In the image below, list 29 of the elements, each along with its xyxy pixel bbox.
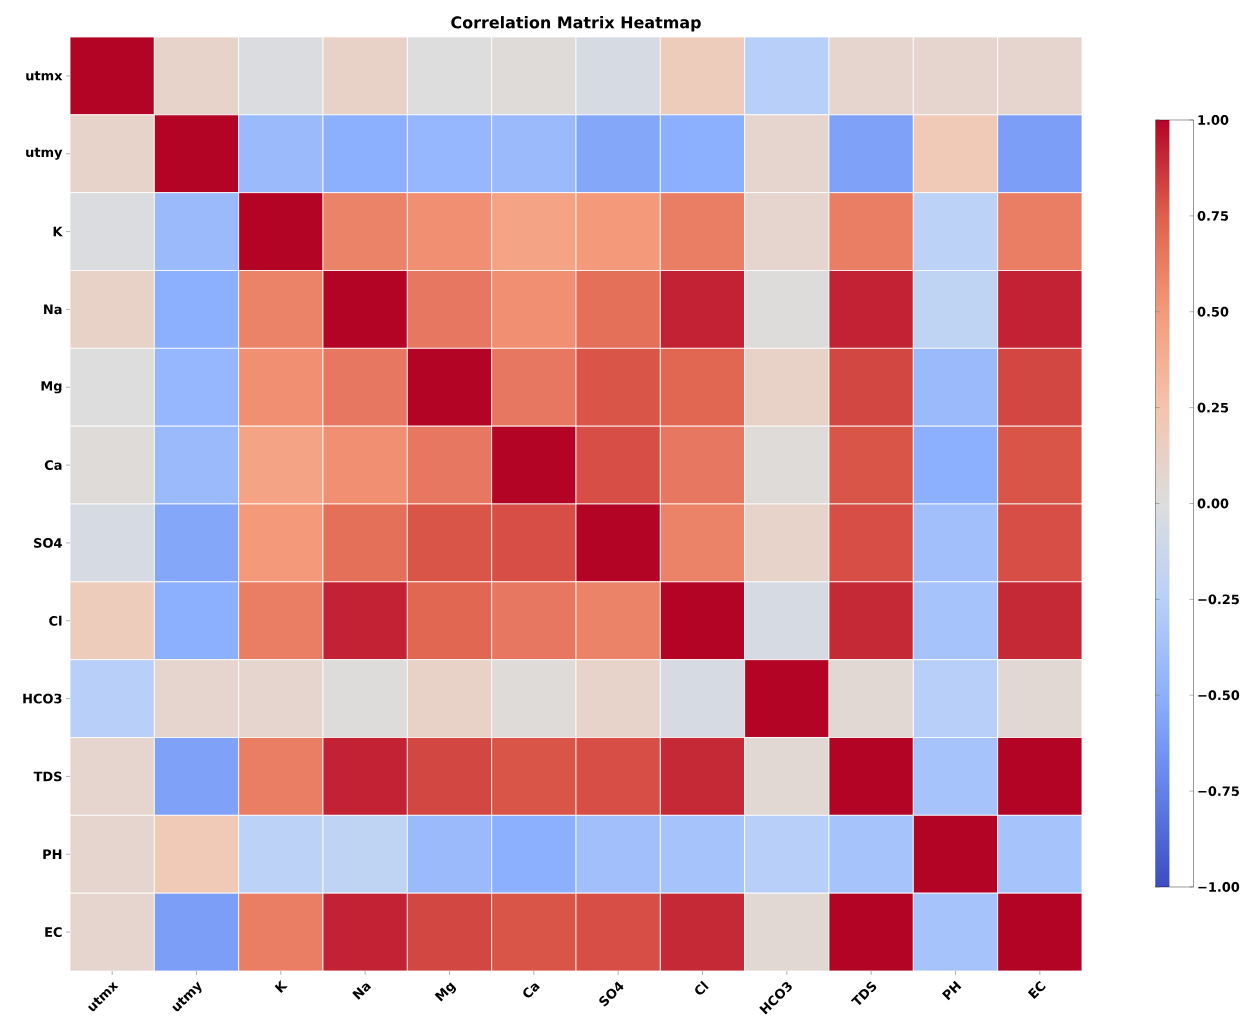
- x-tick-label: Mg: [434, 982, 457, 1002]
- y-tick-label: utmy: [26, 147, 63, 160]
- x-tick-label: Na: [352, 983, 372, 1000]
- y-tick-label: Mg: [41, 381, 62, 394]
- color-bar-label: 0.50: [1197, 306, 1229, 317]
- y-tick-label: EC: [45, 927, 62, 937]
- x-tick-label: K: [274, 979, 288, 993]
- color-bar-label: −0.50: [1198, 690, 1240, 701]
- color-bar-label: 1.00: [1198, 115, 1229, 125]
- color-bar-label: 0.00: [1197, 498, 1229, 509]
- y-tick-label: Na: [44, 304, 62, 315]
- x-tick-label: Cl: [695, 980, 709, 995]
- x-tick-label: PH: [941, 980, 962, 1001]
- y-tick-label: K: [53, 226, 63, 237]
- color-bar-label: 0.25: [1197, 402, 1229, 413]
- y-tick-label: utmx: [26, 71, 63, 81]
- y-tick-label: TDS: [33, 771, 62, 782]
- y-tick-label: PH: [43, 849, 62, 859]
- chart-title: Correlation Matrix Heatmap: [451, 16, 701, 32]
- y-tick-label: SO4: [34, 537, 62, 548]
- color-bar-label: 0.75: [1197, 210, 1229, 221]
- color-bar-label: −0.75: [1198, 786, 1239, 796]
- y-tick-label: Ca: [44, 460, 62, 470]
- x-tick-label: Ca: [523, 983, 540, 998]
- y-tick-label: HCO3: [23, 693, 62, 704]
- y-tick-label: Cl: [49, 615, 62, 626]
- color-bar-label: −0.25: [1198, 594, 1239, 605]
- color-bar-label: −1.00: [1198, 882, 1240, 892]
- x-tick-label: EC: [1027, 981, 1046, 999]
